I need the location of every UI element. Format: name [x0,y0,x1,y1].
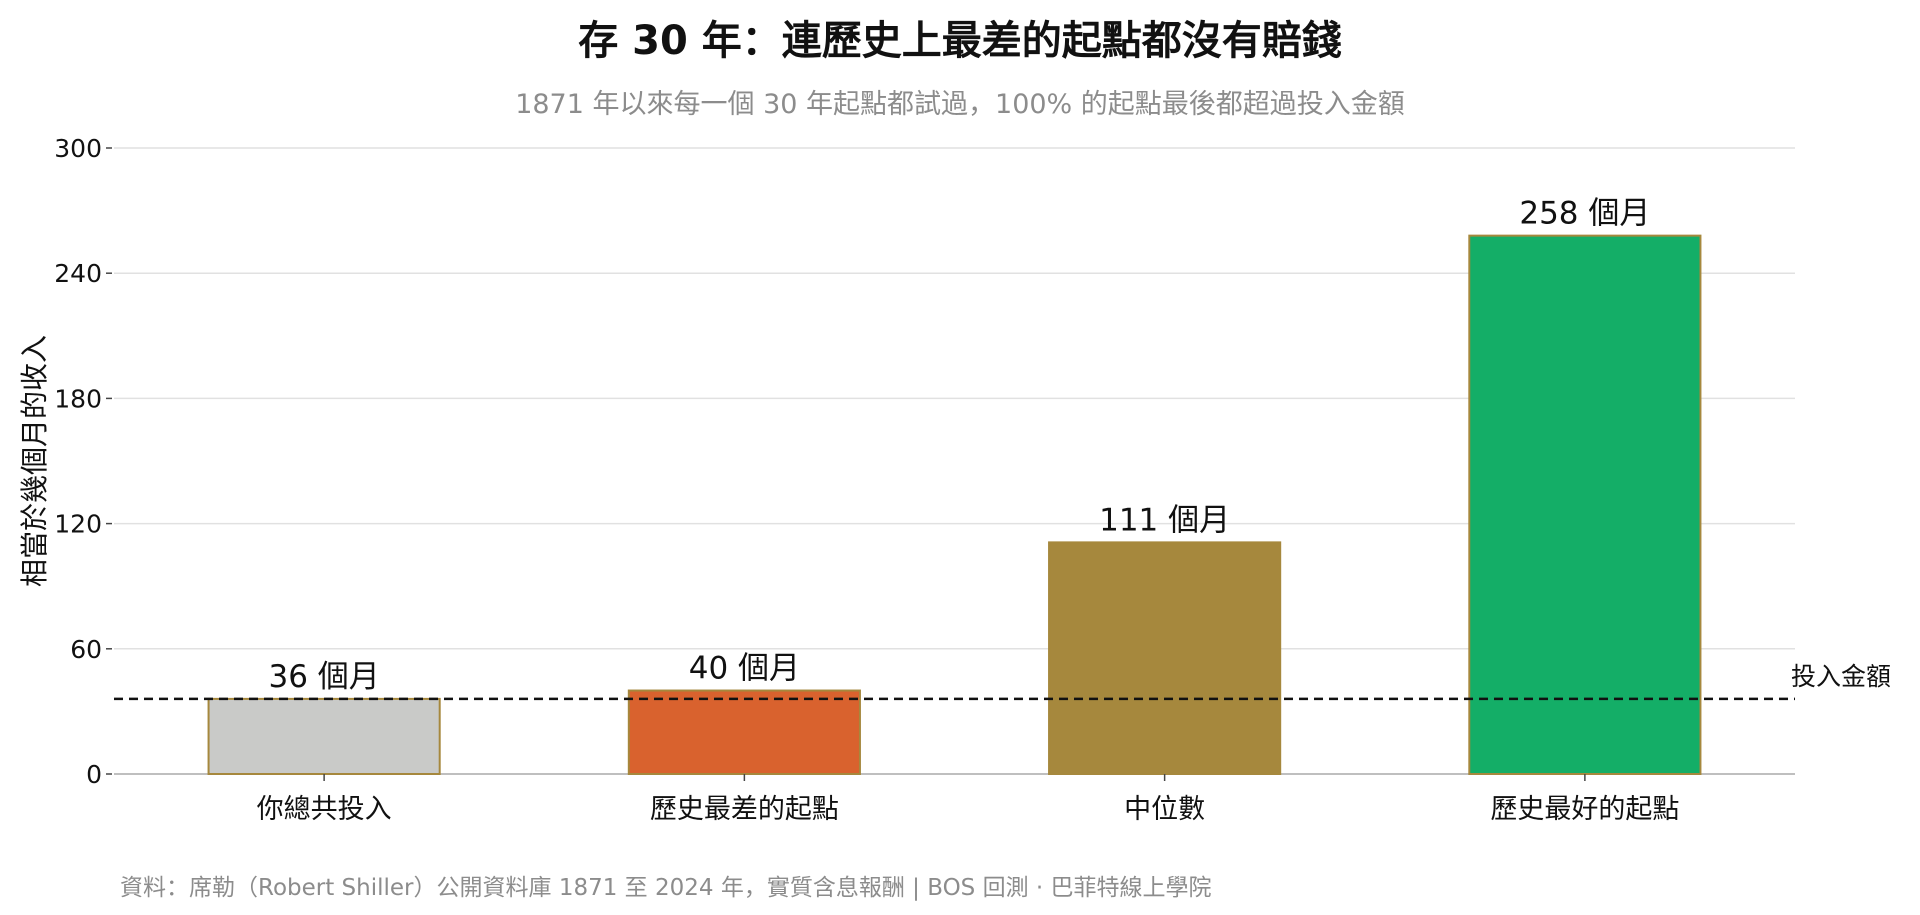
y-tick-label: 300 [54,134,102,163]
x-tick-label: 中位數 [1124,794,1205,825]
y-tick-label: 120 [54,510,102,539]
x-tick-label: 歷史最差的起點 [650,794,839,825]
data-label: 258 個月 [1519,196,1650,232]
data-label: 40 個月 [689,651,800,687]
y-axis-label: 相當於幾個月的收入 [18,335,51,587]
y-tick-label: 60 [70,635,102,664]
y-tick-label: 240 [54,259,102,288]
x-tick-label: 歷史最好的起點 [1490,794,1679,825]
chart-title: 存 30 年：連歷史上最差的起點都沒有賠錢 [578,18,1342,64]
y-tick-label: 180 [54,384,102,413]
data-label: 111 個月 [1099,502,1230,538]
bar [627,689,861,775]
source-note: 資料：席勒（Robert Shiller）公開資料庫 1871 至 2024 年… [120,875,1212,901]
y-tick-label: 0 [86,760,102,789]
bar [207,697,441,776]
bar [1468,234,1702,775]
data-label: 36 個月 [268,659,379,695]
bar [1048,541,1282,775]
reference-line-label: 投入金額 [1791,662,1891,691]
x-tick-label: 你總共投入 [257,794,392,825]
chart-subtitle: 1871 年以來每一個 30 年起點都試過，100% 的起點最後都超過投入金額 [515,89,1405,120]
